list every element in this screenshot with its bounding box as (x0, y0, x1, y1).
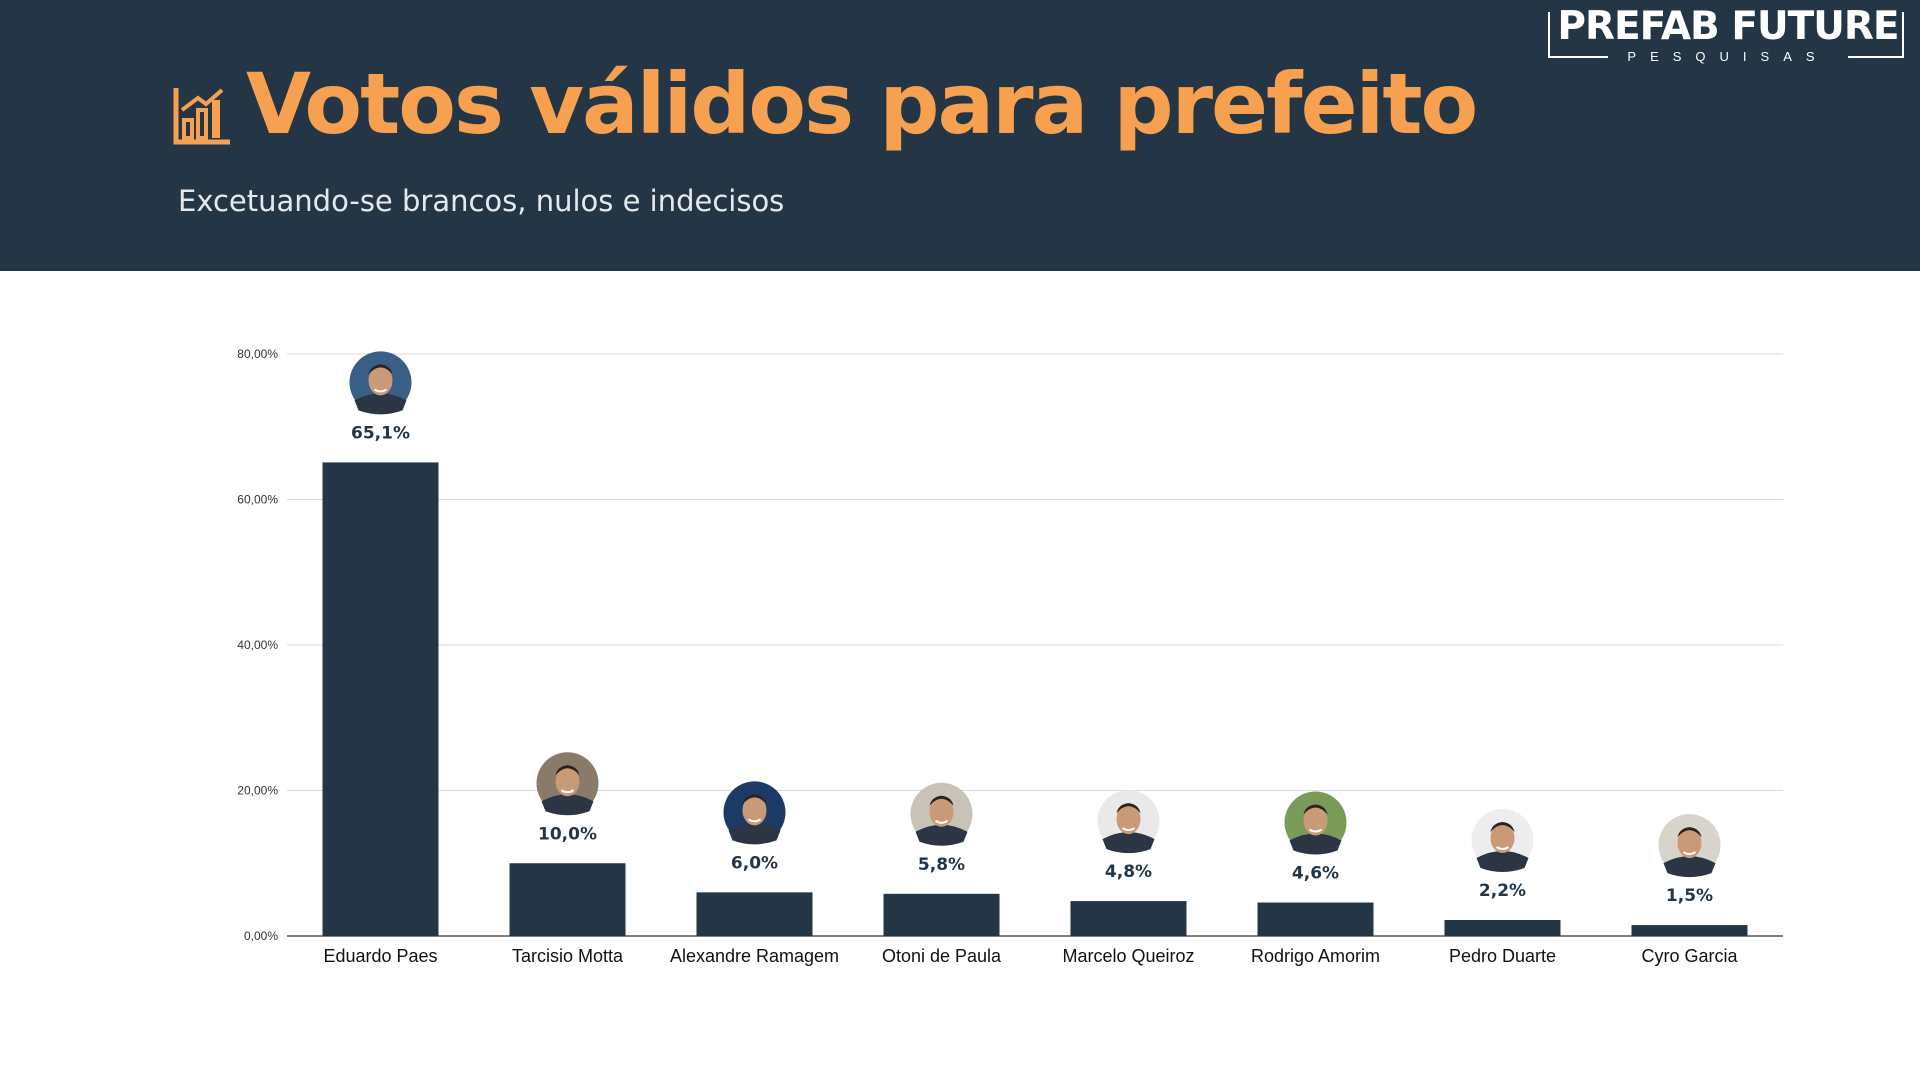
bar (1070, 901, 1187, 936)
category-label: Rodrigo Amorim (1251, 946, 1380, 966)
category-label: Tarcisio Motta (512, 946, 624, 966)
data-label: 4,8% (1105, 862, 1152, 882)
data-label: 65,1% (351, 423, 410, 443)
y-tick-label: 60,00% (237, 493, 278, 507)
data-label: 4,6% (1292, 864, 1339, 884)
data-label: 10,0% (538, 824, 597, 844)
page-title: Votos válidos para prefeito (246, 55, 1478, 153)
bar (883, 893, 1000, 936)
data-label: 6,0% (731, 853, 778, 873)
candidate-avatar-icon (536, 752, 599, 816)
bar-chart-icon (173, 88, 230, 145)
y-tick-label: 40,00% (237, 638, 278, 652)
candidate-avatar-icon (1284, 791, 1347, 855)
candidate-avatar-icon (1471, 808, 1534, 872)
candidate-avatar-icon (1658, 814, 1721, 878)
bar-chart: 0,00% 20,00% 40,00% 60,00% 80,00% 65,1% Eduard… (237, 347, 1783, 966)
candidate-avatar-icon (349, 351, 412, 415)
data-label: 5,8% (918, 855, 965, 875)
category-label: Otoni de Paula (882, 946, 1002, 966)
data-label: 1,5% (1666, 886, 1713, 906)
data-label: 2,2% (1479, 881, 1526, 901)
header-banner: Votos válidos para prefeito Excetuando-s… (0, 0, 1920, 271)
bar (1444, 919, 1561, 936)
candidate-avatar-icon (1097, 790, 1160, 854)
bar (696, 892, 813, 936)
logo-subtitle: PESQUISAS (1608, 49, 1848, 64)
y-tick-label: 80,00% (237, 347, 278, 361)
category-label: Cyro Garcia (1641, 946, 1738, 966)
category-label: Eduardo Paes (323, 946, 437, 966)
bar (509, 863, 626, 936)
page-subtitle: Excetuando-se brancos, nulos e indecisos (178, 184, 785, 218)
bar (1257, 902, 1374, 936)
bar (1631, 925, 1748, 936)
candidate-avatar-icon (723, 781, 786, 845)
logo-name: PREFAB FUTURE (1556, 4, 1900, 49)
category-label: Pedro Duarte (1449, 946, 1556, 966)
category-label: Marcelo Queiroz (1062, 946, 1194, 966)
category-label: Alexandre Ramagem (670, 946, 839, 966)
candidate-avatar-icon (910, 782, 973, 846)
y-tick-label: 20,00% (237, 784, 278, 798)
brand-logo: PREFAB FUTURE PESQUISAS (1548, 4, 1908, 66)
bar (322, 462, 439, 936)
y-tick-label: 0,00% (244, 929, 278, 943)
